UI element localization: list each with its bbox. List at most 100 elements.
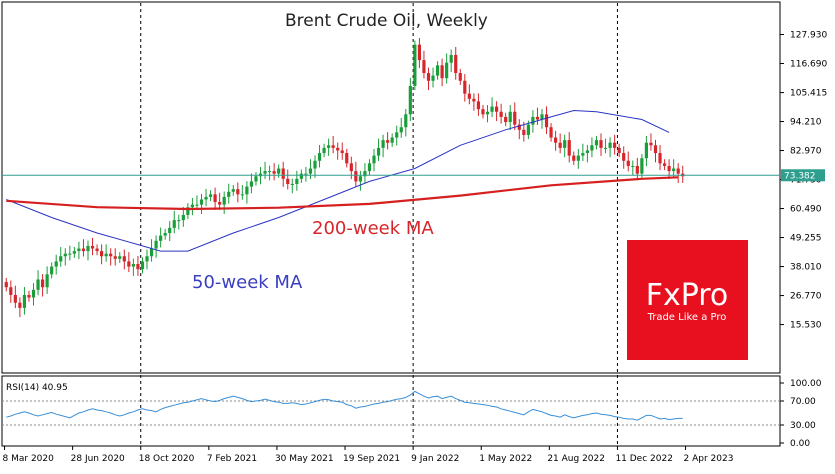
price-panel-frame — [1, 1, 781, 374]
y-tick-label: 94.210 — [790, 118, 822, 128]
ma-50-week-line — [6, 109, 670, 252]
candle-body — [63, 253, 67, 257]
y-tick-label: 105.415 — [790, 89, 827, 99]
candle-body — [186, 207, 190, 215]
candle-body — [145, 256, 149, 262]
candle-body — [463, 80, 467, 94]
x-tick-label: 18 Oct 2020 — [139, 454, 195, 464]
candle-body — [431, 75, 435, 81]
candle-body — [608, 142, 612, 148]
candle-body — [581, 153, 585, 156]
candle-body — [295, 178, 299, 184]
chart-title: Brent Crude Oil, Weekly — [285, 11, 488, 31]
candle-body — [485, 111, 490, 115]
candle-body — [567, 140, 571, 156]
candle-body — [317, 153, 322, 161]
candle-body — [535, 116, 540, 120]
candle-body — [131, 264, 135, 267]
candle-body — [140, 261, 145, 270]
candle-body — [327, 145, 331, 148]
candle-body — [231, 189, 235, 192]
candle-body — [408, 85, 412, 115]
candle-body — [372, 155, 376, 164]
candle-body — [644, 142, 649, 159]
rsi-label: RSI(14) 40.95 — [6, 383, 68, 393]
candle-body — [59, 256, 63, 262]
rsi-line — [6, 390, 683, 421]
candle-body — [299, 173, 303, 179]
candle-body — [154, 240, 158, 249]
candle-body — [472, 98, 476, 102]
candle-body — [667, 165, 671, 172]
candle-body — [417, 44, 422, 61]
candle-body — [490, 106, 494, 112]
candle-body — [122, 256, 126, 262]
candle-body — [213, 194, 217, 203]
candle-body — [22, 294, 27, 308]
candle-body — [281, 168, 285, 179]
candle-body — [481, 109, 485, 115]
candle-body — [626, 160, 630, 166]
candle-body — [208, 194, 213, 197]
candle-body — [36, 279, 40, 290]
candle-body — [376, 147, 381, 156]
candle-body — [286, 178, 290, 184]
candle-body — [254, 176, 258, 182]
x-tick-label: 7 Feb 2021 — [207, 454, 257, 464]
candle-body — [181, 214, 185, 221]
candle-body — [435, 65, 440, 76]
candle-body — [413, 44, 417, 86]
fxpro-logo: FxPro Trade Like a Pro — [627, 240, 748, 360]
candle-body — [304, 173, 308, 175]
current-price-tag — [781, 169, 825, 182]
candle-body — [367, 163, 372, 172]
candle-body — [222, 196, 226, 205]
candle-body — [386, 140, 390, 143]
candle-body — [358, 176, 362, 182]
candle-body — [354, 171, 358, 182]
candle-body — [399, 127, 403, 133]
y-tick-label: 49.255 — [790, 234, 822, 244]
candle-body — [136, 264, 140, 270]
rsi-tick-label: 30.00 — [790, 421, 816, 431]
candle-body — [631, 165, 635, 167]
candle-body — [513, 111, 517, 125]
y-tick-label: 26.770 — [790, 292, 822, 302]
candle-body — [227, 191, 231, 197]
candle-body — [199, 199, 204, 205]
candle-body — [159, 235, 163, 241]
candle-body — [104, 253, 108, 257]
candle-body — [277, 168, 281, 174]
x-tick-label: 30 May 2021 — [275, 454, 334, 464]
candle-body — [622, 153, 626, 161]
candle-body — [653, 145, 658, 154]
candle-body — [426, 73, 431, 81]
candle-body — [100, 251, 104, 257]
candle-body — [86, 245, 90, 252]
candle-body — [204, 196, 208, 200]
candle-body — [390, 137, 394, 143]
candle-body — [422, 60, 426, 74]
candle-body — [499, 111, 503, 117]
x-tick-label: 9 Jan 2022 — [411, 454, 459, 464]
candle-body — [54, 261, 58, 267]
candle-body — [395, 132, 399, 138]
logo-background — [627, 240, 748, 360]
candle-body — [308, 168, 313, 174]
candle-body — [649, 142, 653, 146]
logo-tagline: Trade Like a Pro — [647, 312, 727, 323]
candle-body — [572, 155, 576, 161]
current-price-label: 73.382 — [784, 171, 816, 181]
y-tick-label: 60.490 — [790, 205, 822, 215]
candle-body — [72, 251, 76, 254]
candle-body — [218, 202, 222, 205]
candle-body — [544, 114, 549, 128]
candle-body — [9, 287, 13, 295]
candle-body — [149, 248, 154, 257]
candle-body — [13, 294, 17, 303]
candle-body — [449, 54, 453, 63]
candle-body — [177, 220, 181, 222]
candle-body — [531, 116, 535, 125]
